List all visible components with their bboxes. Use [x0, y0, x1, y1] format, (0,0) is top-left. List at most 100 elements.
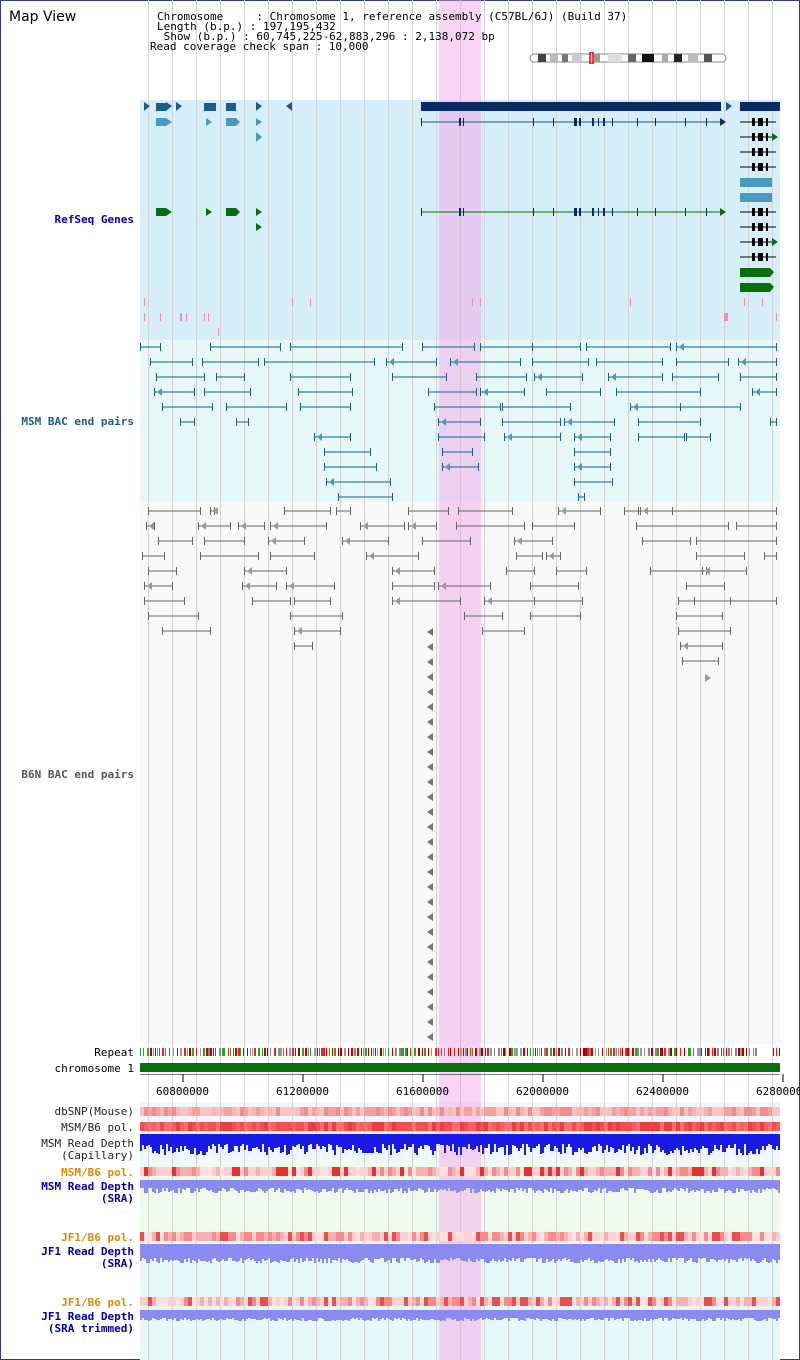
track-label-b6n-bac[interactable]: B6N BAC end pairs — [21, 768, 134, 781]
depth-bar — [366, 1180, 368, 1189]
depth-bar — [552, 1134, 554, 1151]
pol-cell — [308, 1107, 312, 1116]
depth-bar — [222, 1244, 224, 1259]
depth-bar — [716, 1134, 718, 1149]
depth-bar — [396, 1180, 398, 1189]
bac-end-mark — [442, 463, 443, 471]
pol-cell — [424, 1107, 428, 1116]
pol-cell — [568, 1107, 572, 1116]
depth-bar — [590, 1310, 592, 1318]
pol-cell — [248, 1122, 252, 1131]
track-label-msm-bac[interactable]: MSM BAC end pairs — [21, 415, 134, 428]
selection-highlight — [439, 0, 481, 1360]
pol-cell — [616, 1232, 620, 1241]
pol-cell — [420, 1232, 424, 1241]
grid-line — [244, 0, 245, 1360]
depth-bar — [194, 1134, 196, 1148]
bac-end-mark — [730, 627, 731, 635]
depth-bar — [512, 1180, 514, 1189]
depth-bar — [722, 1310, 724, 1318]
depth-bar — [318, 1310, 320, 1318]
depth-bar — [310, 1180, 312, 1190]
depth-bar — [736, 1310, 738, 1320]
depth-bar — [490, 1310, 492, 1320]
depth-bar — [364, 1310, 366, 1321]
pol-cell — [232, 1167, 236, 1176]
pol-cell — [240, 1232, 244, 1241]
chromosome-ideogram[interactable] — [528, 52, 730, 64]
depth-bar — [752, 1134, 754, 1154]
depth-bar — [520, 1244, 522, 1262]
pol-cell — [468, 1122, 472, 1131]
pol-cell — [708, 1167, 712, 1176]
repeat-mark — [169, 1048, 170, 1056]
depth-bar — [410, 1244, 412, 1260]
pol-cell — [224, 1167, 228, 1176]
msm-bac-track[interactable] — [140, 340, 780, 502]
pol-cell — [216, 1167, 220, 1176]
depth-bar — [636, 1310, 638, 1321]
depth-bar — [318, 1180, 320, 1193]
bac-end-mark — [610, 433, 611, 441]
repeat-mark — [405, 1048, 407, 1056]
repeat-mark — [334, 1048, 336, 1056]
depth-bar — [744, 1180, 746, 1191]
depth-bar — [494, 1180, 496, 1193]
pol-cell — [244, 1107, 248, 1116]
depth-bar — [290, 1310, 292, 1319]
pol-cell — [508, 1167, 512, 1176]
pol-cell — [272, 1232, 276, 1241]
depth-bar — [146, 1134, 148, 1146]
pol-cell — [288, 1107, 292, 1116]
depth-bar — [512, 1310, 514, 1318]
bac-end-arrow — [427, 718, 433, 726]
pol-cell — [732, 1167, 736, 1176]
depth-bar — [162, 1134, 164, 1149]
pol-cell — [528, 1232, 532, 1241]
depth-bar — [392, 1180, 394, 1192]
bac-end-mark — [476, 388, 477, 396]
repeat-mark — [585, 1048, 587, 1056]
pol-cell — [400, 1232, 404, 1241]
depth-bar — [156, 1310, 158, 1320]
bac-end-arrow — [395, 567, 400, 575]
depth-bar — [550, 1180, 552, 1188]
depth-bar — [474, 1310, 476, 1321]
track-label-refseq[interactable]: RefSeq Genes — [54, 213, 134, 226]
pol-cell — [592, 1167, 596, 1176]
depth-bar — [602, 1310, 604, 1320]
depth-bar — [722, 1134, 724, 1152]
bac-end-mark — [290, 597, 291, 605]
pol-cell — [672, 1297, 676, 1306]
depth-bar — [518, 1244, 520, 1258]
repeat-mark — [371, 1048, 372, 1056]
depth-bar — [506, 1134, 508, 1145]
depth-bar — [404, 1180, 406, 1191]
bac-end-arrow — [487, 597, 492, 605]
bac-end-mark — [264, 522, 265, 530]
refseq-genes-track[interactable] — [140, 100, 780, 340]
depth-bar — [598, 1134, 600, 1144]
pol-cell — [600, 1232, 604, 1241]
bac-end-arrow — [577, 463, 582, 471]
depth-bar — [740, 1310, 742, 1321]
repeat-mark — [189, 1048, 191, 1056]
depth-bar — [604, 1310, 606, 1318]
b6n-bac-track[interactable] — [140, 502, 780, 1044]
depth-bar — [194, 1180, 196, 1191]
repeat-mark — [746, 1048, 747, 1056]
repeat-mark — [354, 1048, 356, 1056]
depth-bar — [424, 1310, 426, 1320]
repeat-mark — [546, 1048, 548, 1056]
depth-bar — [624, 1134, 626, 1153]
depth-bar — [566, 1310, 568, 1320]
pol-cell — [176, 1297, 180, 1306]
depth-bar — [144, 1180, 146, 1193]
depth-bar — [358, 1244, 360, 1263]
depth-bar — [252, 1244, 254, 1259]
depth-bar — [700, 1310, 702, 1321]
depth-bar — [424, 1180, 426, 1193]
repeat-mark — [289, 1048, 291, 1056]
depth-bar — [744, 1134, 746, 1144]
repeat-mark — [676, 1048, 677, 1056]
